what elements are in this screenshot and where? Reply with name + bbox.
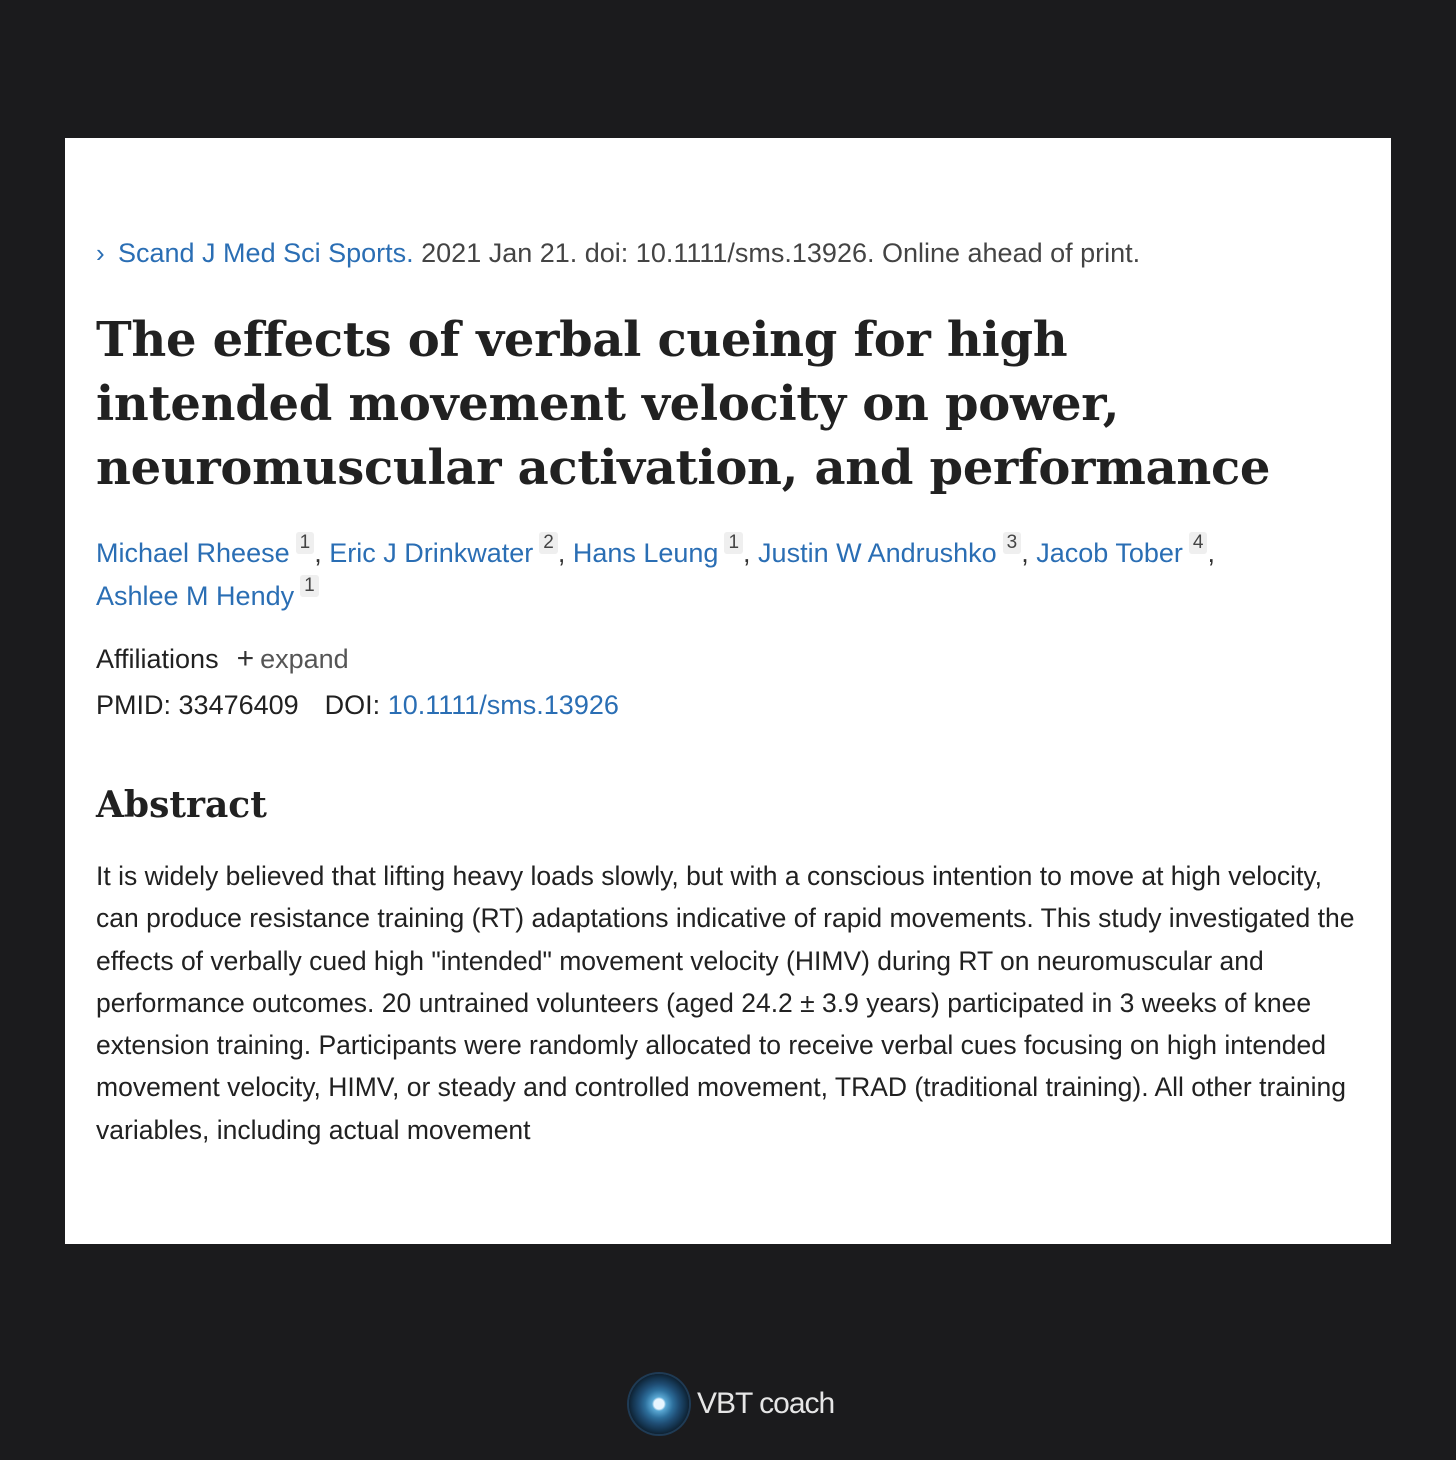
affiliation-ref[interactable]: 3 [1002, 532, 1022, 554]
citation-details: 2021 Jan 21. doi: 10.1111/sms.13926. Onl… [413, 238, 1141, 268]
doi-label: DOI: [324, 690, 381, 720]
author-link[interactable]: Ashlee M Hendy [96, 581, 295, 611]
author-link[interactable]: Hans Leung [572, 538, 719, 568]
citation-line: › Scand J Med Sci Sports. 2021 Jan 21. do… [96, 238, 1140, 269]
brand-name: VBT coach [697, 1387, 835, 1420]
expand-label: expand [260, 644, 349, 674]
author-link[interactable]: Justin W Andrushko [758, 538, 997, 568]
pmid-label: PMID: [96, 690, 172, 720]
author-link[interactable]: Jacob Tober [1036, 538, 1183, 568]
article-title: The effects of verbal cueing for high in… [96, 312, 1271, 496]
chevron-right-icon[interactable]: › [96, 238, 105, 268]
affiliation-ref[interactable]: 2 [539, 532, 558, 554]
affiliation-ref[interactable]: 1 [300, 575, 319, 597]
affiliations-expand-button[interactable]: + expand [236, 642, 349, 675]
author-list: Michael Rheese 1, Eric J Drinkwater 2, Han… [96, 532, 1215, 611]
doi-link[interactable]: 10.1111/sms.13926 [387, 690, 619, 720]
pmid-value: 33476409 [178, 690, 299, 720]
vbt-coach-logo-icon [629, 1374, 689, 1434]
affiliation-ref[interactable]: 4 [1188, 532, 1208, 554]
affiliation-ref[interactable]: 1 [724, 532, 744, 554]
author-link[interactable]: Eric J Drinkwater [329, 538, 534, 568]
abstract-text: It is widely believed that lifting heavy… [96, 861, 1355, 1145]
plus-icon: + [236, 642, 255, 675]
affiliations-row: Affiliations + expand [96, 642, 349, 676]
affiliation-ref[interactable]: 1 [295, 532, 315, 554]
author-link[interactable]: Michael Rheese [96, 538, 290, 568]
abstract-heading: Abstract [96, 784, 267, 826]
journal-link[interactable]: Scand J Med Sci Sports. [118, 238, 414, 268]
affiliations-label: Affiliations [96, 644, 219, 674]
article-card: › Scand J Med Sci Sports. 2021 Jan 21. do… [65, 138, 1391, 1244]
brand-logo: VBT coach [629, 1374, 835, 1434]
identifiers-row: PMID: 33476409 DOI: 10.1111/sms.13926 [96, 690, 619, 721]
